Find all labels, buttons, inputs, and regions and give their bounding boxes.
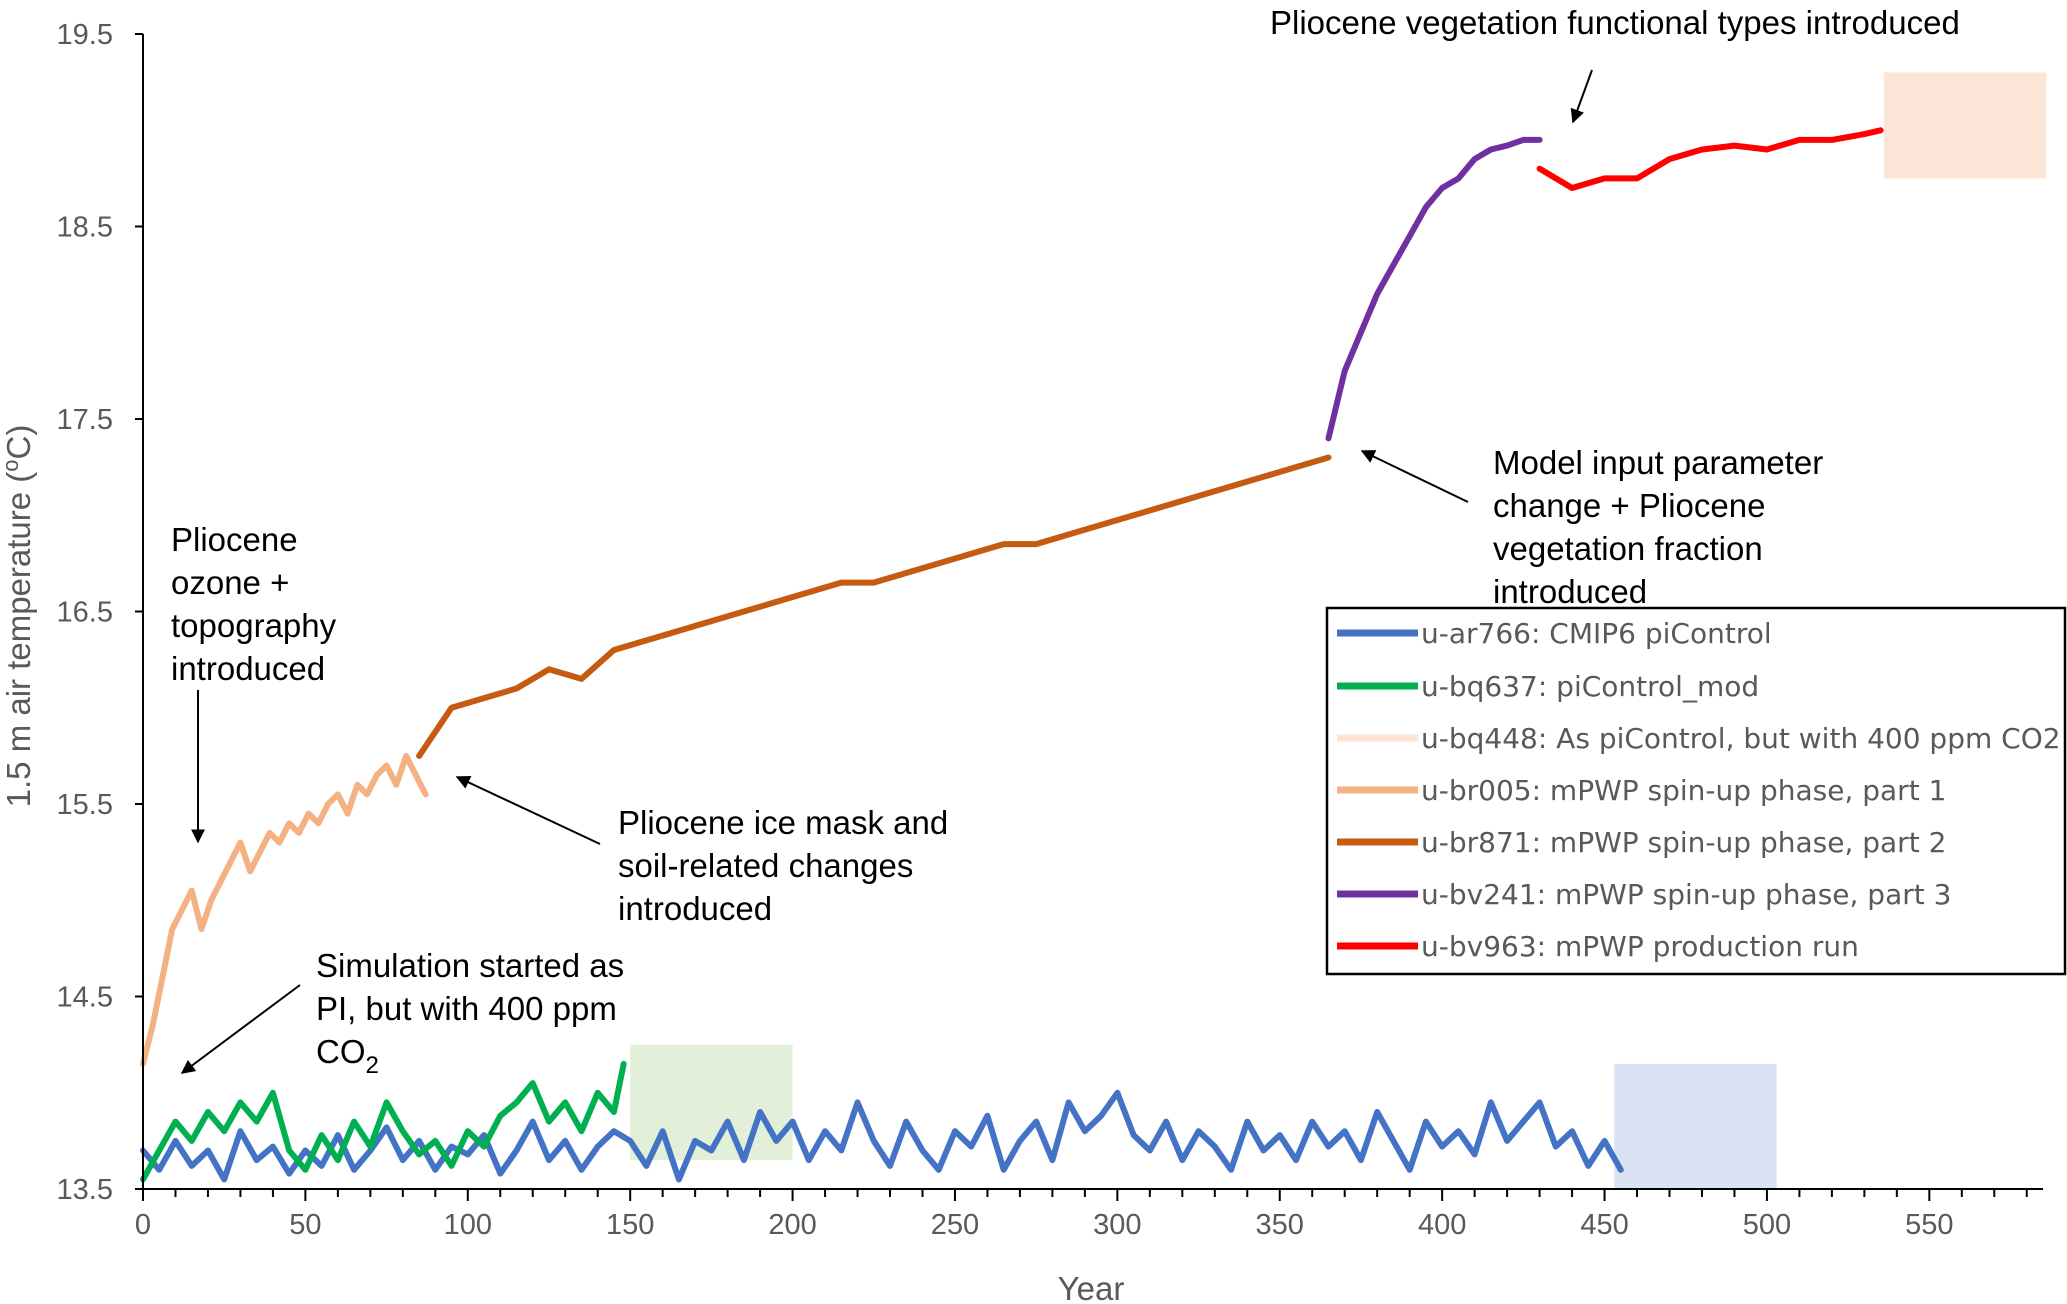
- svg-text:CO2: CO2: [316, 1033, 379, 1079]
- x-axis-title: Year: [1058, 1270, 1125, 1304]
- axes: [135, 33, 2043, 1201]
- svg-text:Pliocene: Pliocene: [171, 521, 298, 558]
- annotation-vegetation-types: Pliocene vegetation functional types int…: [1270, 4, 1960, 41]
- annotation-arrow-vegetation-types: [1570, 69, 1593, 124]
- annotation-arrow-ice-mask: [455, 776, 601, 845]
- y-tick-label: 13.5: [57, 1174, 113, 1206]
- svg-text:u-br005: mPWP spin-up phase, p: u-br005: mPWP spin-up phase, part 1: [1421, 774, 1946, 807]
- annotation-model-input-change: Model input parameter change + Pliocene …: [1493, 444, 1823, 610]
- svg-text:change + Pliocene: change + Pliocene: [1493, 487, 1765, 524]
- x-tick-label: 550: [1905, 1209, 1953, 1241]
- x-tick-label: 50: [289, 1209, 321, 1241]
- x-tick-label: 400: [1418, 1209, 1466, 1241]
- y-tick-label: 19.5: [57, 19, 113, 51]
- y-tick-label: 14.5: [57, 982, 113, 1014]
- annotation-ozone-topography: Pliocene ozone + topography introduced: [171, 521, 337, 687]
- x-tick-label: 500: [1743, 1209, 1791, 1241]
- x-tick-label: 150: [606, 1209, 654, 1241]
- annotation-ice-mask: Pliocene ice mask and soil-related chang…: [618, 804, 948, 927]
- legend: u-ar766: CMIP6 piControl u-bq637: piCont…: [1325, 606, 2067, 976]
- legend-item: u-br871: mPWP spin-up phase, part 2: [1337, 826, 1946, 859]
- y-tick-label: 18.5: [57, 212, 113, 244]
- x-tick-label: 200: [768, 1209, 816, 1241]
- svg-text:u-bv241: mPWP spin-up phase, p: u-bv241: mPWP spin-up phase, part 3: [1421, 878, 1951, 911]
- svg-text:u-bq448: As piControl, but wit: u-bq448: As piControl, but with 400 ppm …: [1421, 722, 2061, 755]
- svg-text:u-bv963: mPWP production run: u-bv963: mPWP production run: [1421, 930, 1859, 963]
- annotation-simulation-start: Simulation started as PI, but with 400 p…: [316, 947, 624, 1079]
- annotation-arrow-simulation-start: [180, 984, 301, 1074]
- series-line: [140, 752, 429, 1067]
- svg-text:vegetation fraction: vegetation fraction: [1493, 530, 1763, 567]
- svg-text:topography: topography: [171, 607, 337, 644]
- svg-text:u-br871: mPWP spin-up phase, p: u-br871: mPWP spin-up phase, part 2: [1421, 826, 1946, 859]
- series-line: [416, 454, 1332, 759]
- annotation-arrow-model-input-change: [1360, 450, 1469, 503]
- legend-item: u-bv241: mPWP spin-up phase, part 3: [1337, 878, 1951, 911]
- svg-text:soil-related changes: soil-related changes: [618, 847, 913, 884]
- svg-text:Simulation started as: Simulation started as: [316, 947, 624, 984]
- y-tick-label: 17.5: [57, 404, 113, 436]
- svg-text:Pliocene ice mask and: Pliocene ice mask and: [618, 804, 948, 841]
- svg-text:u-bq637: piControl_mod: u-bq637: piControl_mod: [1421, 670, 1759, 703]
- legend-box: [1325, 606, 2067, 976]
- legend-item: u-bq637: piControl_mod: [1337, 670, 1759, 703]
- shaded-regions: [630, 72, 2047, 1189]
- x-tick-label: 100: [444, 1209, 492, 1241]
- series-line: [1536, 127, 1884, 191]
- svg-text:introduced: introduced: [618, 890, 772, 927]
- svg-text:PI, but with 400 ppm: PI, but with 400 ppm: [316, 990, 617, 1027]
- x-tick-label: 250: [931, 1209, 979, 1241]
- x-tick-labels: 0 50 100 150 200 250 300 350 400 450 500 550: [135, 1209, 1954, 1241]
- y-tick-label: 16.5: [57, 597, 113, 629]
- x-tick-label: 450: [1580, 1209, 1628, 1241]
- y-tick-labels: 13.5 14.5 15.5 16.5 17.5 18.5 19.5: [57, 19, 113, 1206]
- svg-text:u-ar766: CMIP6 piControl: u-ar766: CMIP6 piControl: [1421, 617, 1772, 650]
- svg-text:introduced: introduced: [171, 650, 325, 687]
- series-line: [140, 1089, 1624, 1183]
- svg-text:Model input parameter: Model input parameter: [1493, 444, 1823, 481]
- series-line: [140, 1060, 627, 1183]
- x-tick-label: 300: [1093, 1209, 1141, 1241]
- series-line: [1325, 136, 1543, 442]
- legend-item: u-bq448: As piControl, but with 400 ppm …: [1337, 722, 2061, 755]
- x-tick-label: 350: [1256, 1209, 1304, 1241]
- legend-item: u-br005: mPWP spin-up phase, part 1: [1337, 774, 1946, 807]
- svg-text:introduced: introduced: [1493, 573, 1647, 610]
- legend-item: u-bv963: mPWP production run: [1337, 930, 1859, 963]
- shaded-region: [1614, 1063, 1777, 1189]
- shaded-region: [1883, 72, 2047, 179]
- plot-lines: [140, 127, 1884, 1183]
- y-axis-title: 1.5 m air temperature (oC): [0, 425, 37, 808]
- x-tick-label: 0: [135, 1209, 151, 1241]
- legend-item: u-ar766: CMIP6 piControl: [1337, 617, 1772, 650]
- y-tick-label: 15.5: [57, 789, 113, 821]
- svg-text:ozone +: ozone +: [171, 564, 289, 601]
